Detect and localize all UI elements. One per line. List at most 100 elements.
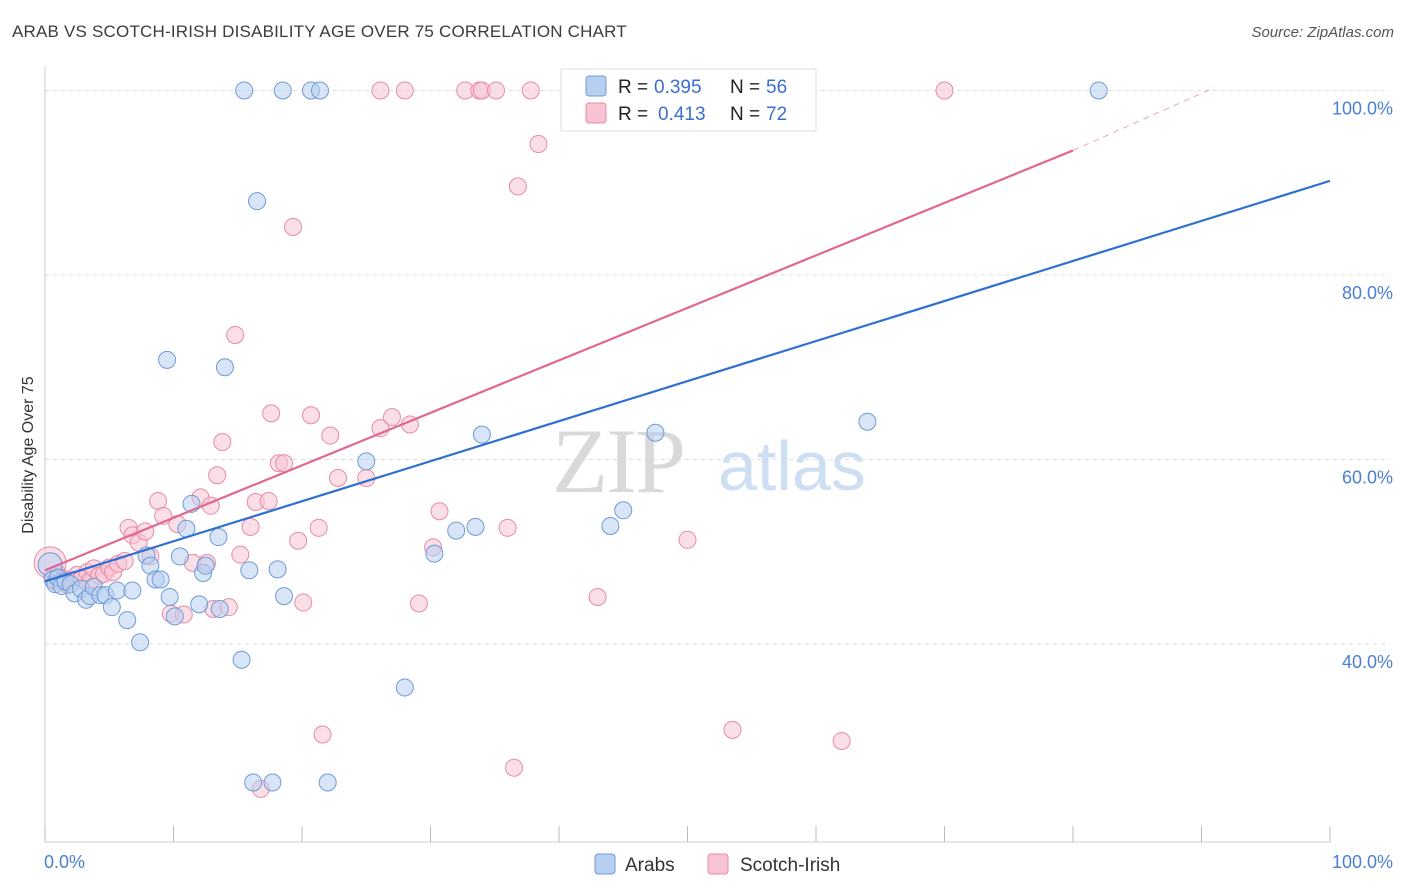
legend-swatch-arabs <box>585 75 607 97</box>
trend-lines <box>44 87 1331 583</box>
watermark: ZIP atlas <box>552 410 866 512</box>
legend-scotch-r-value: 0.413 <box>658 104 706 125</box>
legend-swatch-scotch-irish <box>585 102 607 124</box>
scotch-irish-point <box>213 433 232 452</box>
y-tick-label-2: 80.0% <box>1342 283 1393 303</box>
arabs-point <box>646 423 665 442</box>
scotch-irish-point <box>498 518 517 537</box>
x-tick-label-1: 100.0% <box>1332 852 1393 872</box>
arabs-point <box>466 517 485 536</box>
scotch-irish-point <box>313 725 332 744</box>
watermark-atlas: atlas <box>718 427 866 505</box>
trend-line-scotch-irish-extension <box>1072 87 1215 151</box>
scotch-irish-point <box>508 177 527 196</box>
legend-arabs-r-label: R = <box>618 77 648 98</box>
scotch-irish-point <box>231 545 250 564</box>
bottom-legend-swatch-scotch-irish <box>707 853 729 875</box>
arabs-point <box>158 350 177 369</box>
scotch-irish-point <box>935 81 954 100</box>
arabs-point <box>165 607 184 626</box>
scotch-irish-point <box>241 517 260 536</box>
y-axis-title: Disability Age Over 75 <box>20 376 37 534</box>
scotch-irish-point <box>328 468 347 487</box>
scotch-irish-point <box>678 530 697 549</box>
scotch-irish-point <box>505 758 524 777</box>
scotch-irish-point <box>723 720 742 739</box>
y-tick-labels: 40.0% 60.0% 80.0% 100.0% <box>1332 98 1393 672</box>
legend-arabs-n-value: 56 <box>766 77 787 98</box>
axes <box>44 66 1331 843</box>
y-tick-label-3: 100.0% <box>1332 98 1393 118</box>
arabs-point <box>102 598 121 617</box>
bottom-legend-label-scotch-irish: Scotch-Irish <box>740 855 840 876</box>
arabs-point <box>472 425 491 444</box>
source-label: Source: ZipAtlas.com <box>1251 24 1394 41</box>
arabs-point <box>151 570 170 589</box>
scotch-irish-point <box>588 588 607 607</box>
scotch-irish-point <box>289 531 308 550</box>
arabs-point <box>160 588 179 607</box>
x-tick-label-0: 0.0% <box>44 852 85 872</box>
bottom-legend-swatch-arabs <box>594 853 616 875</box>
arabs-point <box>858 412 877 431</box>
arabs-point <box>215 358 234 377</box>
scotch-irish-point <box>487 81 506 100</box>
scotch-irish-point <box>321 426 340 445</box>
arabs-point <box>275 587 294 606</box>
arabs-point <box>232 650 251 669</box>
arabs-point <box>447 521 466 540</box>
arabs-point <box>357 452 376 471</box>
scotch-irish-point <box>529 134 548 153</box>
arabs-point <box>196 556 215 575</box>
arabs-point <box>107 581 126 600</box>
arabs-point <box>318 773 337 792</box>
scotch-irish-point <box>521 81 540 100</box>
legend: R = 0.395 N = 56 R = 0.413 N = 72 <box>560 68 817 132</box>
chart-title: ARAB VS SCOTCH-IRISH DISABILITY AGE OVER… <box>12 22 627 41</box>
scotch-irish-point <box>309 518 328 537</box>
arabs-point <box>263 773 282 792</box>
arabs-point <box>210 600 229 619</box>
legend-arabs-r-value: 0.395 <box>654 77 702 98</box>
legend-scotch-r-label: R = <box>618 104 648 125</box>
arabs-point <box>209 528 228 547</box>
scotch-irish-point <box>382 408 401 427</box>
arabs-point <box>190 595 209 614</box>
series-arabs-points <box>37 81 1108 792</box>
arabs-point <box>240 561 259 580</box>
arabs-point <box>601 516 620 535</box>
scotch-irish-point <box>226 325 245 344</box>
arabs-point <box>614 501 633 520</box>
arabs-point <box>235 81 254 100</box>
legend-scotch-n-value: 72 <box>766 104 787 125</box>
bottom-legend-label-arabs: Arabs <box>625 855 675 876</box>
scotch-irish-point <box>262 404 281 423</box>
x-tick-labels: 0.0% 100.0% <box>44 852 1393 872</box>
arabs-point <box>1089 81 1108 100</box>
y-tick-label-1: 60.0% <box>1342 468 1393 488</box>
grid-lines <box>45 89 1390 645</box>
arabs-point <box>395 678 414 697</box>
bottom-legend: Arabs Scotch-Irish <box>594 853 840 876</box>
y-tick-label-0: 40.0% <box>1342 652 1393 672</box>
arabs-point <box>170 547 189 566</box>
legend-scotch-n-label: N = <box>730 104 760 125</box>
arabs-point <box>123 581 142 600</box>
scotch-irish-point <box>284 218 303 237</box>
arabs-point <box>248 192 267 211</box>
arabs-point <box>268 560 287 579</box>
scotch-irish-point <box>294 593 313 612</box>
scotch-irish-point <box>395 81 414 100</box>
watermark-zip: ZIP <box>552 410 684 512</box>
scotch-irish-point <box>259 492 278 511</box>
scotch-irish-point <box>409 594 428 613</box>
scotch-irish-point <box>832 731 851 750</box>
arabs-point <box>118 611 137 630</box>
scotch-irish-point <box>208 466 227 485</box>
arabs-point <box>273 81 292 100</box>
scotch-irish-point <box>371 81 390 100</box>
arabs-point <box>425 544 444 563</box>
scotch-irish-point <box>430 502 449 521</box>
arabs-point <box>310 81 329 100</box>
